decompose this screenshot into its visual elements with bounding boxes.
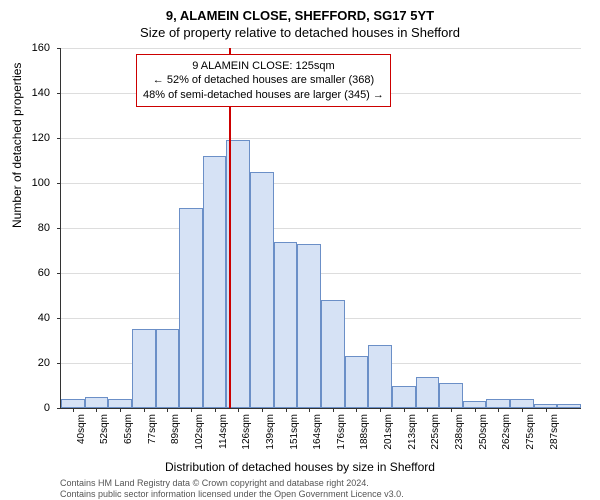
histogram-bar — [203, 156, 227, 408]
y-tick-label: 40 — [0, 312, 50, 324]
x-tick-mark — [120, 408, 121, 412]
histogram-bar — [108, 399, 132, 408]
y-tick-mark — [57, 183, 61, 184]
x-tick-mark — [475, 408, 476, 412]
x-tick-mark — [286, 408, 287, 412]
annotation-line2: ← 52% of detached houses are smaller (36… — [143, 73, 384, 87]
x-tick-mark — [404, 408, 405, 412]
x-tick-label: 89sqm — [170, 414, 181, 444]
x-tick-label: 287sqm — [549, 414, 560, 450]
x-tick-label: 238sqm — [454, 414, 465, 450]
y-tick-label: 140 — [0, 87, 50, 99]
x-tick-mark — [451, 408, 452, 412]
y-tick-label: 80 — [0, 222, 50, 234]
x-tick-mark — [96, 408, 97, 412]
x-tick-label: 164sqm — [312, 414, 323, 450]
annotation-line3: 48% of semi-detached houses are larger (… — [143, 88, 384, 102]
histogram-bar — [132, 329, 156, 408]
histogram-bar — [321, 300, 345, 408]
x-tick-label: 77sqm — [147, 414, 158, 444]
y-tick-mark — [57, 228, 61, 229]
histogram-bar — [156, 329, 180, 408]
x-tick-label: 114sqm — [218, 414, 229, 449]
footer-line1: Contains HM Land Registry data © Crown c… — [60, 478, 404, 489]
x-tick-mark — [380, 408, 381, 412]
histogram-bar — [463, 401, 487, 408]
histogram-bar — [179, 208, 203, 408]
histogram-bar — [61, 399, 85, 408]
y-tick-mark — [57, 138, 61, 139]
footer-attribution: Contains HM Land Registry data © Crown c… — [60, 478, 404, 500]
y-tick-label: 100 — [0, 177, 50, 189]
histogram-bar — [392, 386, 416, 409]
histogram-bar — [439, 383, 463, 408]
histogram-bar — [416, 377, 440, 409]
y-tick-label: 160 — [0, 42, 50, 54]
gridline — [61, 273, 581, 274]
chart-container: 9, ALAMEIN CLOSE, SHEFFORD, SG17 5YT Siz… — [0, 0, 600, 500]
x-tick-label: 40sqm — [76, 414, 87, 444]
histogram-bar — [486, 399, 510, 408]
histogram-bar — [297, 244, 321, 408]
y-tick-mark — [57, 93, 61, 94]
y-tick-label: 60 — [0, 267, 50, 279]
annotation-box: 9 ALAMEIN CLOSE: 125sqm ← 52% of detache… — [136, 54, 391, 107]
x-tick-label: 65sqm — [123, 414, 134, 444]
x-tick-label: 201sqm — [383, 414, 394, 450]
x-tick-mark — [144, 408, 145, 412]
x-tick-label: 139sqm — [265, 414, 276, 450]
footer-line2: Contains public sector information licen… — [60, 489, 404, 500]
y-tick-mark — [57, 273, 61, 274]
x-tick-label: 225sqm — [430, 414, 441, 450]
x-tick-mark — [191, 408, 192, 412]
y-tick-label: 20 — [0, 357, 50, 369]
y-tick-mark — [57, 363, 61, 364]
chart-title-main: 9, ALAMEIN CLOSE, SHEFFORD, SG17 5YT — [0, 0, 600, 23]
annotation-line1: 9 ALAMEIN CLOSE: 125sqm — [143, 59, 384, 73]
x-tick-mark — [73, 408, 74, 412]
x-tick-label: 176sqm — [336, 414, 347, 450]
x-axis-label: Distribution of detached houses by size … — [0, 460, 600, 474]
x-tick-mark — [333, 408, 334, 412]
y-tick-mark — [57, 48, 61, 49]
y-tick-label: 120 — [0, 132, 50, 144]
x-tick-mark — [498, 408, 499, 412]
plot-area: 9 ALAMEIN CLOSE: 125sqm ← 52% of detache… — [60, 48, 581, 409]
x-tick-mark — [215, 408, 216, 412]
x-tick-label: 151sqm — [289, 414, 300, 450]
gridline — [61, 228, 581, 229]
histogram-bar — [345, 356, 369, 408]
chart-title-sub: Size of property relative to detached ho… — [0, 23, 600, 40]
gridline — [61, 48, 581, 49]
histogram-bar — [250, 172, 274, 408]
x-tick-mark — [356, 408, 357, 412]
gridline — [61, 183, 581, 184]
x-tick-mark — [427, 408, 428, 412]
histogram-bar — [368, 345, 392, 408]
x-tick-mark — [522, 408, 523, 412]
histogram-bar — [274, 242, 298, 409]
x-tick-mark — [309, 408, 310, 412]
x-tick-label: 262sqm — [501, 414, 512, 450]
gridline — [61, 138, 581, 139]
histogram-bar — [510, 399, 534, 408]
histogram-bar — [85, 397, 109, 408]
x-tick-mark — [262, 408, 263, 412]
y-tick-mark — [57, 318, 61, 319]
x-tick-mark — [238, 408, 239, 412]
x-tick-label: 126sqm — [241, 414, 252, 450]
histogram-bar — [557, 404, 581, 409]
x-tick-label: 52sqm — [99, 414, 110, 444]
x-tick-label: 213sqm — [407, 414, 418, 450]
x-tick-label: 250sqm — [478, 414, 489, 450]
x-tick-mark — [167, 408, 168, 412]
y-tick-mark — [57, 408, 61, 409]
x-tick-label: 188sqm — [359, 414, 370, 450]
x-tick-label: 275sqm — [525, 414, 536, 450]
x-tick-mark — [546, 408, 547, 412]
x-tick-label: 102sqm — [194, 414, 205, 450]
y-tick-label: 0 — [0, 402, 50, 414]
